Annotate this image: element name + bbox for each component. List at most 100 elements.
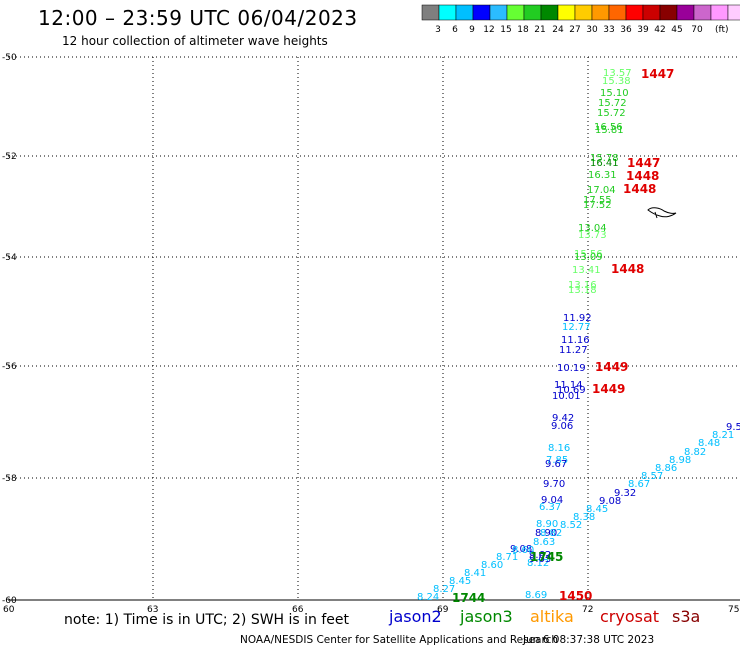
obs-label: 15.38 <box>602 76 631 87</box>
obs-label: 9.06 <box>551 421 573 432</box>
legend-altika: altika <box>530 607 574 626</box>
obs-label: 13.09 <box>574 252 603 263</box>
obs-label: 9.08 <box>599 496 621 507</box>
obs-label: 17.04 <box>587 185 616 196</box>
obs-label: 16.56 <box>594 122 623 133</box>
legend-cryosat: cryosat <box>600 607 660 626</box>
obs-label: 11.92 <box>563 313 592 324</box>
obs-label: 15.72 <box>598 98 627 109</box>
obs-label: 8.69 <box>525 590 547 601</box>
obs-label: 9.67 <box>545 459 567 470</box>
obs-label: 9.42 <box>552 413 574 424</box>
obs-label: 13.16 <box>568 280 597 291</box>
colorbar-label: 39 <box>637 25 649 35</box>
time-label: 1447 <box>627 156 660 170</box>
obs-label: 8.52 <box>560 520 582 531</box>
obs-label: 10.19 <box>557 363 586 374</box>
obs-label: 9.03 <box>529 554 551 565</box>
colorbar-label: 21 <box>534 25 545 35</box>
colorbar-swatch <box>506 4 525 21</box>
time-label: 1449 <box>592 382 625 396</box>
colorbar-label: 27 <box>569 25 580 35</box>
obs-label: 8.67 <box>628 479 650 490</box>
obs-label: 13.41 <box>572 265 601 276</box>
obs-label: 8.38 <box>573 512 595 523</box>
time-label: 1448 <box>623 182 656 196</box>
obs-label: 8.90 <box>535 528 557 539</box>
obs-label: 10.69 <box>557 385 586 396</box>
obs-label: 8.45 <box>586 504 608 515</box>
obs-label: 15.78 <box>590 153 619 164</box>
lon-tick-60: 60 <box>3 605 15 615</box>
time-label: 1449 <box>595 360 628 374</box>
time-label: 1450 <box>559 589 592 603</box>
obs-label: 8.63 <box>533 537 555 548</box>
lon-tick-69: 69 <box>437 605 449 615</box>
time-label: 1745 <box>530 550 563 564</box>
units-note: note: 1) Time is in UTC; 2) SWH is in fe… <box>64 612 350 628</box>
obs-label: 8.60 <box>512 545 534 556</box>
colorbar-swatch <box>489 4 508 21</box>
colorbar-swatch <box>710 4 729 21</box>
obs-label: 9.62 <box>529 550 551 561</box>
colorbar-label: 30 <box>586 25 598 35</box>
obs-label: 8.57 <box>641 471 663 482</box>
colorbar-label: 42 <box>654 25 665 35</box>
obs-label: 11.27 <box>559 345 588 356</box>
map-grid <box>8 56 740 601</box>
lat-tick-60: -60 <box>2 596 17 606</box>
colorbar-swatch <box>540 4 559 21</box>
obs-label: 13.04 <box>578 223 607 234</box>
obs-label: 12.77 <box>562 322 591 333</box>
lat-tick-56: -56 <box>2 362 17 372</box>
colorbar-label: 33 <box>603 25 614 35</box>
obs-label: 8.45 <box>449 576 471 587</box>
colorbar-swatch <box>659 4 678 21</box>
lon-tick-75: 75 <box>728 605 739 615</box>
obs-label: 16.41 <box>590 158 619 169</box>
lat-tick-54: -54 <box>2 253 17 263</box>
obs-label: 13.18 <box>568 285 597 296</box>
colorbar-label: 36 <box>620 25 632 35</box>
island-outline <box>647 207 677 219</box>
legend-jason3: jason3 <box>460 607 513 626</box>
obs-label: 8.48 <box>698 438 720 449</box>
obs-label: 13.73 <box>578 230 607 241</box>
obs-label: 17.55 <box>583 195 612 206</box>
obs-label: 15.56 <box>574 249 603 260</box>
time-label: 1447 <box>641 67 674 81</box>
obs-label: 7.85 <box>546 455 568 466</box>
obs-label: 9.04 <box>541 495 563 506</box>
obs-label: 8.98 <box>669 455 691 466</box>
colorbar-label: 24 <box>552 25 564 35</box>
lon-tick-72: 72 <box>582 605 593 615</box>
colorbar-unit: (ft) <box>715 25 729 35</box>
obs-label: 9.32 <box>614 488 636 499</box>
obs-label: 11.16 <box>561 335 590 346</box>
lon-tick-66: 66 <box>292 605 304 615</box>
obs-label: 8.82 <box>684 447 706 458</box>
colorbar-swatch <box>693 4 712 21</box>
colorbar-swatch <box>574 4 593 21</box>
colorbar-swatch <box>455 4 474 21</box>
lat-tick-52: -52 <box>2 152 17 162</box>
obs-label: 13.57 <box>603 68 632 79</box>
colorbar-swatch <box>472 4 491 21</box>
obs-label: 8.12 <box>527 558 549 569</box>
colorbar: 3 6 9 12 15 18 21 24 27 30 33 36 39 42 45 70 (ft) <box>421 4 740 35</box>
colorbar-label: 6 <box>452 25 458 35</box>
obs-label: 15.72 <box>597 108 626 119</box>
obs-label: 17.52 <box>583 200 612 211</box>
obs-label: 11.14 <box>554 380 583 391</box>
generated-timestamp: Jun 6 08:37:38 UTC 2023 <box>523 634 655 646</box>
obs-label: 8.16 <box>548 443 570 454</box>
obs-label: 8.82 <box>540 528 562 539</box>
colorbar-label: 70 <box>691 25 703 35</box>
legend-s3a: s3a <box>672 607 701 626</box>
legend-jason2: jason2 <box>389 607 442 626</box>
colorbar-swatch <box>608 4 627 21</box>
obs-label: 6.37 <box>539 502 561 513</box>
lon-tick-63: 63 <box>147 605 158 615</box>
colorbar-swatch <box>727 4 740 21</box>
